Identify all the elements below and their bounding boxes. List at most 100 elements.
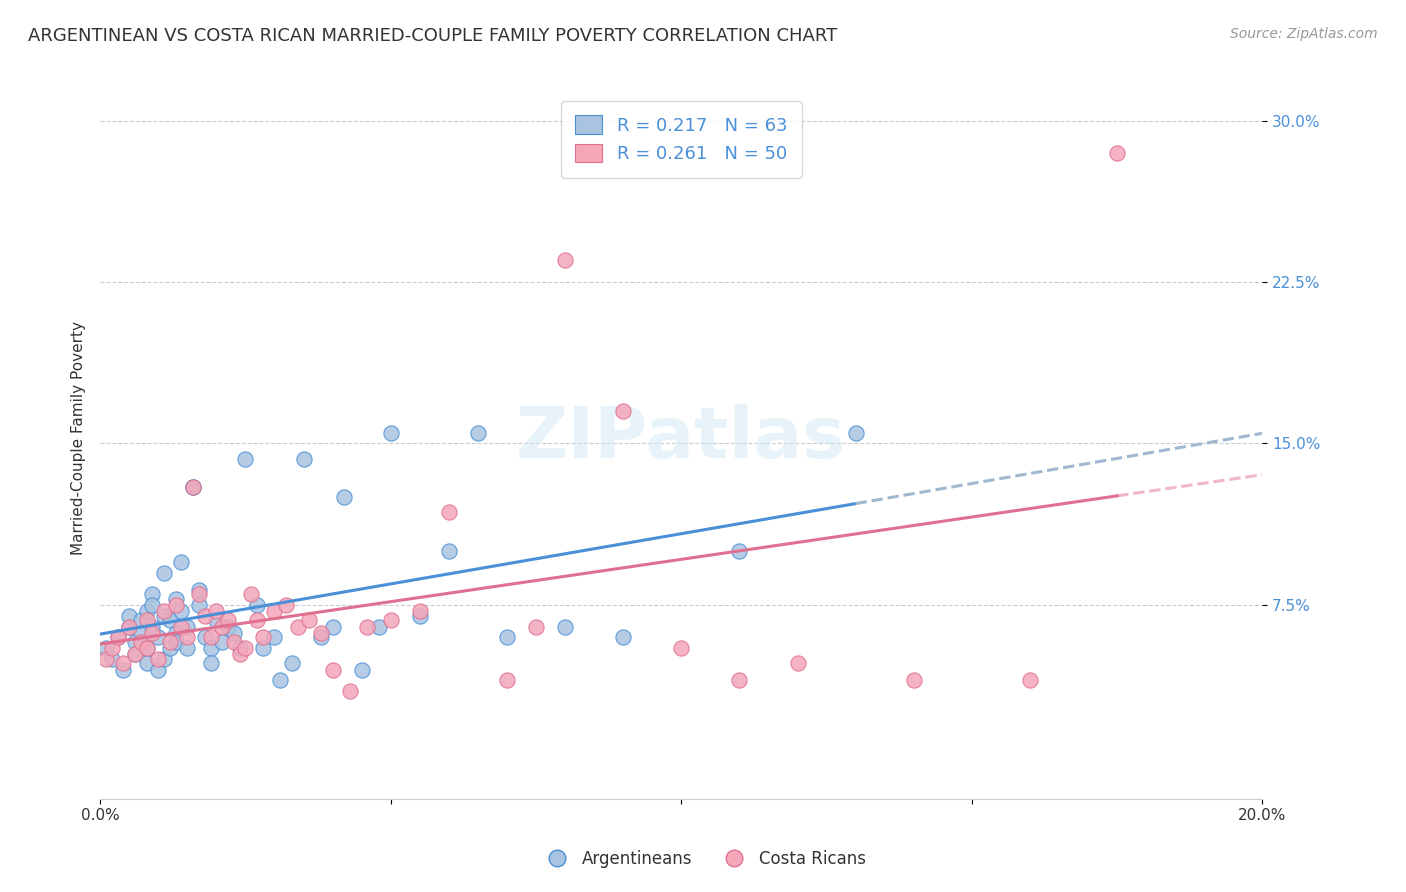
Point [222,634,245,648]
Point [170,555,193,569]
Point [153,608,176,623]
Legend: R = 0.217   N = 63, R = 0.261   N = 50: R = 0.217 N = 63, R = 0.261 N = 50 [561,101,801,178]
Point [153,566,176,580]
Point [194,630,217,644]
Point [524,619,547,633]
Point [118,608,141,623]
Point [148,652,170,666]
Point [339,684,361,698]
Legend: Argentineans, Costa Ricans: Argentineans, Costa Ricans [533,844,873,875]
Point [129,634,152,648]
Point [94,652,117,666]
Point [181,479,204,493]
Point [170,604,193,618]
Point [135,640,157,655]
Point [194,608,217,623]
Point [228,640,250,655]
Point [141,619,163,633]
Point [129,613,152,627]
Point [129,626,152,640]
Point [246,613,269,627]
Point [322,663,344,677]
Point [141,598,163,612]
Point [170,619,193,633]
Point [786,656,808,670]
Point [187,598,209,612]
Point [107,630,129,644]
Point [141,587,163,601]
Point [269,673,291,688]
Point [298,613,321,627]
Point [228,648,250,662]
Point [728,673,751,688]
Point [112,656,135,670]
Point [322,619,344,633]
Point [368,619,391,633]
Point [159,634,181,648]
Point [153,652,176,666]
Point [333,491,356,505]
Point [309,626,332,640]
Point [845,425,868,440]
Point [135,640,157,655]
Point [437,505,460,519]
Point [124,648,146,662]
Point [246,598,269,612]
Point [1019,673,1042,688]
Point [205,613,228,627]
Text: ARGENTINEAN VS COSTA RICAN MARRIED-COUPLE FAMILY POVERTY CORRELATION CHART: ARGENTINEAN VS COSTA RICAN MARRIED-COUPL… [28,27,838,45]
Point [187,587,209,601]
Point [165,591,187,606]
Point [112,663,135,677]
Point [181,479,204,493]
Point [176,630,198,644]
Point [217,613,239,627]
Point [176,619,198,633]
Point [100,652,122,666]
Y-axis label: Married-Couple Family Poverty: Married-Couple Family Poverty [72,321,86,555]
Point [211,619,233,633]
Point [437,544,460,558]
Point [350,663,373,677]
Point [153,604,176,618]
Point [263,630,285,644]
Point [181,479,204,493]
Point [135,604,157,618]
Point [612,404,634,418]
Point [135,613,157,627]
Point [159,613,181,627]
Point [281,656,304,670]
Point [118,619,141,633]
Point [728,544,751,558]
Point [217,619,239,633]
Point [274,598,297,612]
Point [148,630,170,644]
Point [240,587,263,601]
Point [222,626,245,640]
Point [252,640,274,655]
Text: ZIPatlas: ZIPatlas [516,403,846,473]
Point [309,630,332,644]
Point [554,619,576,633]
Point [200,640,222,655]
Point [135,656,157,670]
Point [287,619,309,633]
Point [671,640,693,655]
Point [1107,145,1129,160]
Point [159,640,181,655]
Point [165,598,187,612]
Point [496,673,519,688]
Point [148,663,170,677]
Point [356,619,378,633]
Point [211,634,233,648]
Point [141,626,163,640]
Point [200,656,222,670]
Point [118,619,141,633]
Point [380,613,402,627]
Point [903,673,925,688]
Point [235,451,257,466]
Point [176,640,198,655]
Point [292,451,315,466]
Point [124,634,146,648]
Point [409,608,432,623]
